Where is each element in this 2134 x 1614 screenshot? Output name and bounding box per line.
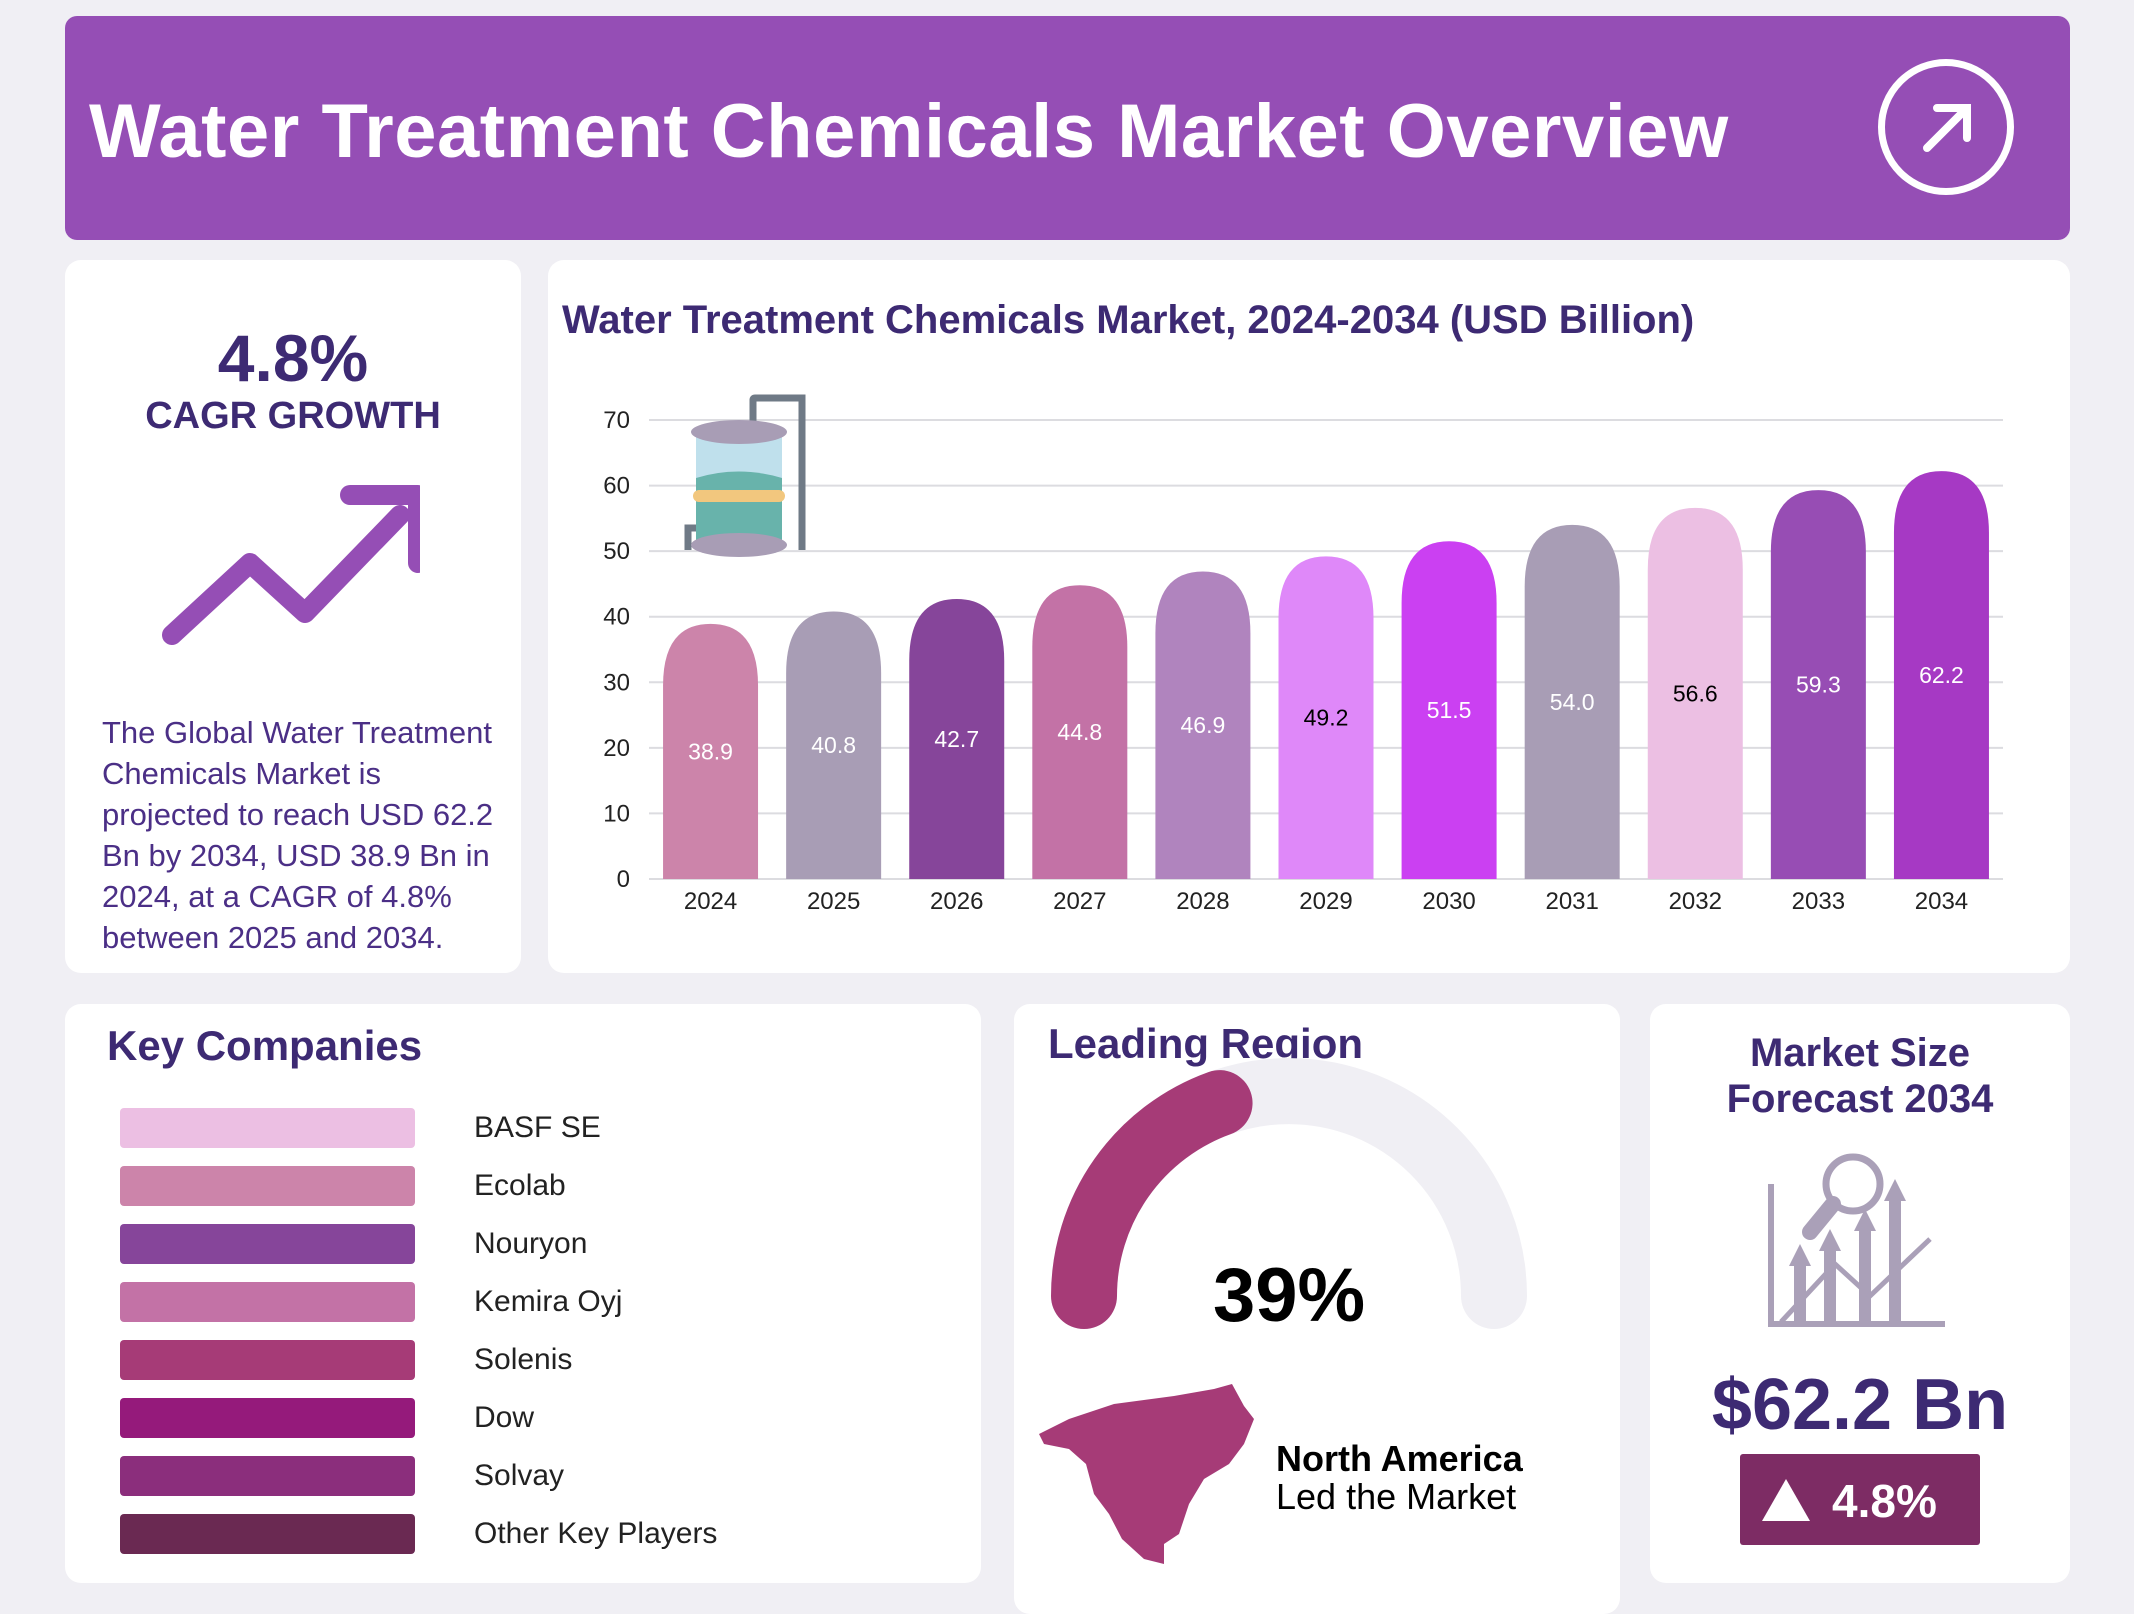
bar-2033 bbox=[1770, 490, 1866, 879]
y-tick-label: 70 bbox=[603, 407, 630, 434]
bar-value-label: 59.3 bbox=[1796, 672, 1841, 698]
bar-2026 bbox=[909, 599, 1005, 879]
gauge-fill bbox=[1051, 1070, 1253, 1329]
company-color-bar bbox=[120, 1224, 415, 1264]
chart-card: Water Treatment Chemicals Market, 2024-2… bbox=[548, 260, 2070, 973]
forecast-value: $62.2 Bn bbox=[1711, 1365, 2009, 1445]
market-description: The Global Water Treatment Chemicals Mar… bbox=[102, 715, 494, 955]
bar-2030 bbox=[1401, 541, 1497, 879]
bar-value-label: 44.8 bbox=[1057, 719, 1102, 745]
bar-value-label: 49.2 bbox=[1304, 705, 1349, 731]
key-companies-card: Key Companies BASF SE Ecolab Nouryon Kemira… bbox=[65, 1004, 981, 1583]
y-tick-label: 60 bbox=[603, 473, 630, 500]
bar-2034 bbox=[1893, 471, 1989, 879]
company-name: Nouryon bbox=[474, 1227, 588, 1260]
page-title: Water Treatment Chemicals Market Overvie… bbox=[89, 89, 1729, 174]
company-color-bar bbox=[120, 1398, 415, 1438]
arrow-up-right-circle-icon[interactable] bbox=[1878, 59, 2014, 195]
bar-2031 bbox=[1524, 524, 1620, 879]
bar-chart: 01020304050607038.9202440.8202542.720264… bbox=[603, 394, 2003, 915]
x-tick-label: 2034 bbox=[1915, 888, 1968, 915]
x-tick-label: 2029 bbox=[1299, 888, 1352, 915]
company-name: Dow bbox=[474, 1401, 535, 1434]
key-companies-title: Key Companies bbox=[107, 1022, 423, 1069]
company-name: Kemira Oyj bbox=[474, 1285, 623, 1318]
company-color-bar bbox=[120, 1108, 415, 1148]
company-name: Solvay bbox=[474, 1459, 565, 1492]
bar-value-label: 38.9 bbox=[688, 738, 733, 764]
region-gauge bbox=[1039, 1058, 1527, 1564]
x-tick-label: 2026 bbox=[930, 888, 983, 915]
company-color-bar bbox=[120, 1514, 415, 1554]
y-tick-label: 0 bbox=[617, 866, 630, 893]
bar-2028 bbox=[1155, 571, 1251, 879]
company-name: Solenis bbox=[474, 1343, 573, 1376]
bar-2029 bbox=[1278, 556, 1374, 879]
region-percent: 39% bbox=[1212, 1253, 1366, 1338]
growth-badge-value: 4.8% bbox=[1832, 1475, 1937, 1527]
region-name: North America bbox=[1276, 1438, 1523, 1479]
cagr-value: 4.8% bbox=[217, 321, 369, 395]
company-name: Ecolab bbox=[474, 1169, 566, 1202]
bar-2032 bbox=[1647, 507, 1743, 879]
company-color-bar bbox=[120, 1456, 415, 1496]
bar-value-label: 40.8 bbox=[811, 732, 856, 758]
bar-value-label: 62.2 bbox=[1919, 662, 1964, 688]
y-tick-label: 50 bbox=[603, 538, 630, 565]
x-tick-label: 2030 bbox=[1422, 888, 1475, 915]
bar-value-label: 51.5 bbox=[1427, 697, 1472, 723]
x-tick-label: 2027 bbox=[1053, 888, 1106, 915]
company-color-bar bbox=[120, 1340, 415, 1380]
bar-2024 bbox=[663, 623, 759, 879]
company-name: BASF SE bbox=[474, 1111, 601, 1144]
y-tick-label: 20 bbox=[603, 735, 630, 762]
bar-value-label: 46.9 bbox=[1181, 712, 1226, 738]
company-name: Other Key Players bbox=[474, 1517, 718, 1550]
forecast-title-line2: Forecast 2034 bbox=[1726, 1077, 1994, 1121]
chart-title: Water Treatment Chemicals Market, 2024-2… bbox=[562, 298, 1695, 342]
triangle-up-icon bbox=[1762, 1479, 1810, 1521]
company-color-bar bbox=[120, 1166, 415, 1206]
cagr-label: CAGR GROWTH bbox=[145, 395, 441, 437]
bar-2027 bbox=[1032, 585, 1128, 879]
bar-value-label: 42.7 bbox=[934, 726, 979, 752]
forecast-title-line1: Market Size bbox=[1749, 1031, 1971, 1075]
market-forecast-card: Market Size Forecast 2034 $62.2 Bn 4.8% bbox=[1650, 1004, 2070, 1583]
y-tick-label: 30 bbox=[603, 669, 630, 696]
x-tick-label: 2031 bbox=[1545, 888, 1598, 915]
north-america-map-icon bbox=[1039, 1384, 1254, 1564]
bar-2025 bbox=[786, 611, 882, 879]
x-tick-label: 2025 bbox=[807, 888, 860, 915]
growth-badge: 4.8% bbox=[1740, 1454, 1980, 1545]
y-tick-label: 10 bbox=[603, 800, 630, 827]
bar-value-label: 54.0 bbox=[1550, 689, 1595, 715]
y-tick-label: 40 bbox=[603, 604, 630, 631]
x-tick-label: 2032 bbox=[1669, 888, 1722, 915]
market-analysis-chart-icon bbox=[1768, 1153, 1945, 1327]
x-tick-label: 2028 bbox=[1176, 888, 1229, 915]
trend-up-arrow-icon bbox=[162, 485, 420, 645]
header-banner: Water Treatment Chemicals Market Overvie… bbox=[65, 16, 2070, 240]
leading-region-card: Leading Region 39% North America Led the… bbox=[1014, 1004, 1620, 1614]
x-tick-label: 2024 bbox=[684, 888, 737, 915]
region-subtitle: Led the Market bbox=[1276, 1476, 1517, 1517]
water-tank-icon bbox=[684, 394, 806, 557]
bar-value-label: 56.6 bbox=[1673, 680, 1718, 706]
x-tick-label: 2033 bbox=[1792, 888, 1845, 915]
cagr-card: 4.8% CAGR GROWTH The Global Water Treatm… bbox=[65, 260, 521, 973]
company-color-bar bbox=[120, 1282, 415, 1322]
